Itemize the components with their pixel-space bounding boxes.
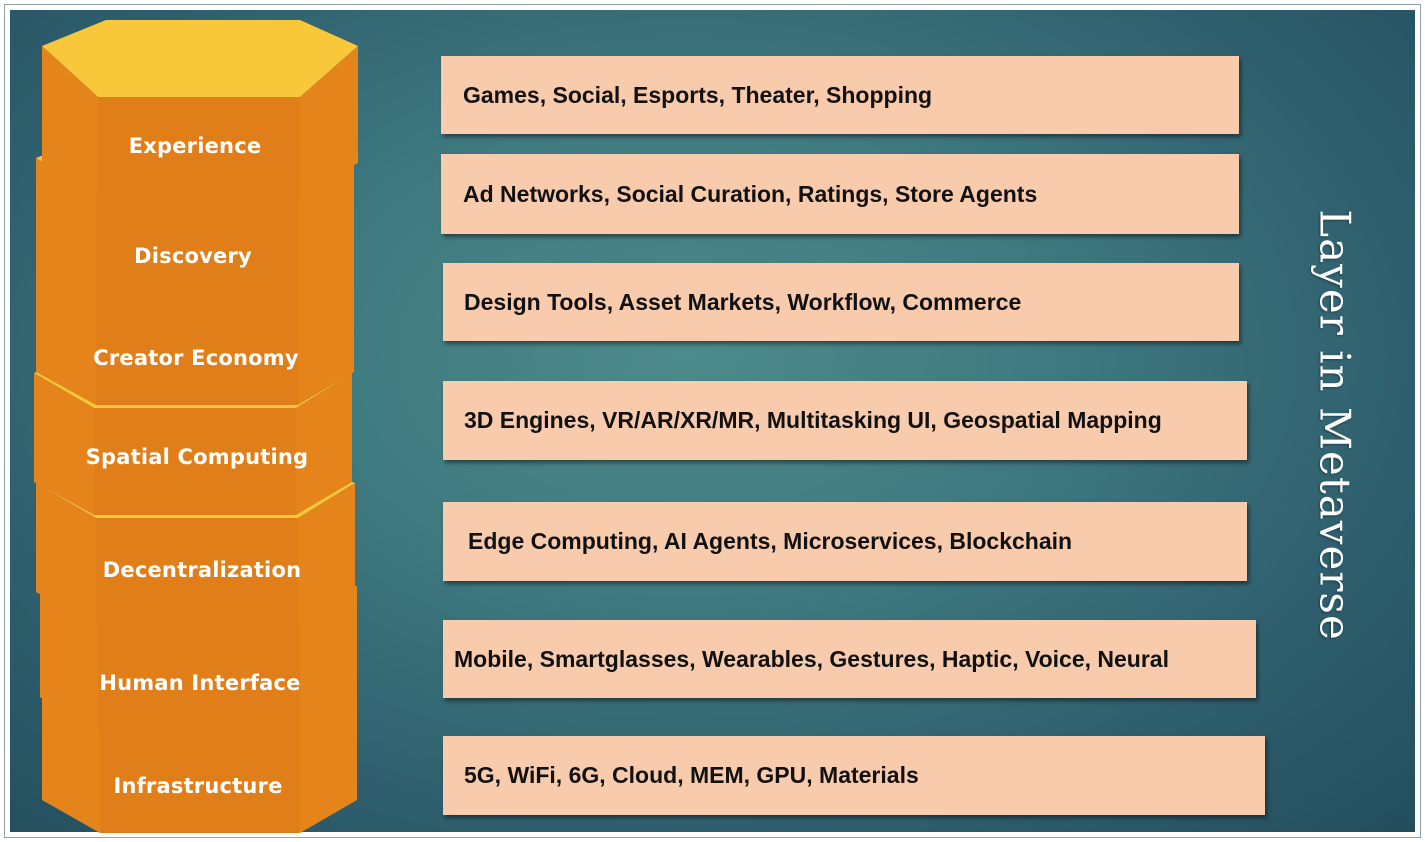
layer-description-creator-economy: Design Tools, Asset Markets, Workflow, C… [443,263,1239,341]
description-text: Edge Computing, AI Agents, Microservices… [468,528,1073,554]
layer-label-decentralization: Decentralization [102,558,302,582]
layer-description-decentralization: Edge Computing, AI Agents, Microservices… [443,502,1247,581]
description-text: Mobile, Smartglasses, Wearables, Gesture… [454,645,1169,672]
layer-label-discovery: Discovery [134,244,252,268]
layer-label-experience: Experience [128,134,262,158]
layer-label-spatial-computing: Spatial Computing [85,445,309,469]
layer-description-discovery: Ad Networks, Social Curation, Ratings, S… [441,154,1239,234]
description-text: Design Tools, Asset Markets, Workflow, C… [464,288,1022,315]
prism-experience [42,20,358,195]
description-text: Ad Networks, Social Curation, Ratings, S… [463,180,1038,207]
description-text: 3D Engines, VR/AR/XR/MR, Multitasking UI… [464,407,1162,433]
layer-label-human-interface: Human Interface [99,671,301,695]
description-text: 5G, WiFi, 6G, Cloud, MEM, GPU, Materials [464,762,919,788]
diagram-title: Layer in Metaverse [1310,209,1360,641]
layer-label-infrastructure: Infrastructure [113,774,283,798]
layer-description-human-interface: Mobile, Smartglasses, Wearables, Gesture… [443,620,1256,698]
layer-description-spatial-computing: 3D Engines, VR/AR/XR/MR, Multitasking UI… [443,381,1247,460]
layer-stack [34,20,358,833]
description-text: Games, Social, Esports, Theater, Shoppin… [463,81,933,108]
layer-description-infrastructure: 5G, WiFi, 6G, Cloud, MEM, GPU, Materials [443,736,1265,815]
layer-description-experience: Games, Social, Esports, Theater, Shoppin… [441,56,1239,134]
layer-label-creator-economy: Creator Economy [93,346,299,370]
